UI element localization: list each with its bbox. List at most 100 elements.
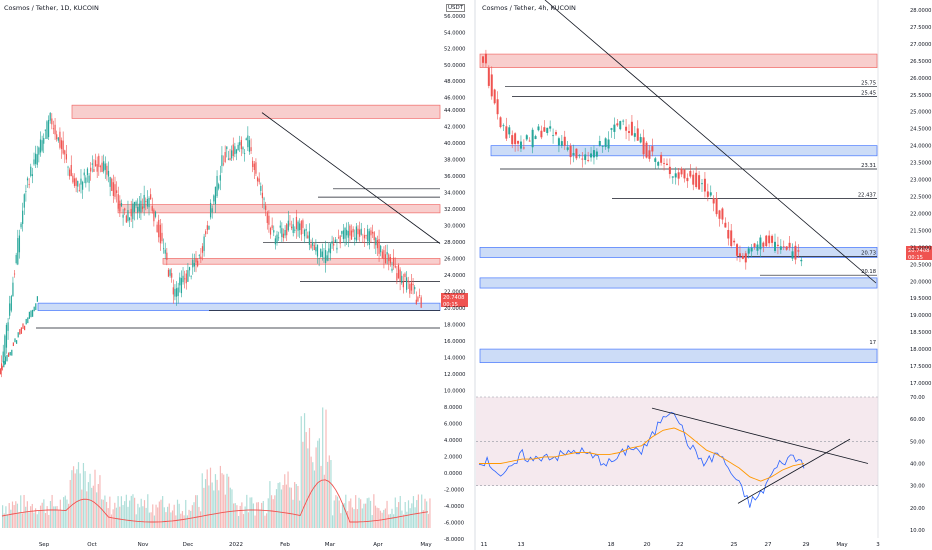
volume-bar: [61, 510, 63, 528]
volume-bar: [92, 485, 94, 528]
volume-bar: [163, 507, 165, 528]
candle-body: [172, 287, 174, 295]
candle-body: [381, 251, 383, 259]
candle-body: [300, 221, 302, 235]
volume-bar: [328, 455, 330, 528]
volume-bar: [63, 497, 65, 528]
right-price-tick-label: 23.5000: [910, 161, 931, 167]
right-price-tick-label: 28.0000: [910, 8, 931, 14]
candle-body: [77, 180, 79, 187]
candle-body: [85, 177, 87, 184]
candle-body: [386, 252, 388, 255]
candle-body: [5, 324, 8, 348]
candle-body: [33, 306, 35, 312]
volume-bar: [320, 465, 322, 528]
volume-bar: [173, 504, 175, 528]
candle-body: [166, 252, 168, 261]
volume-bar: [190, 510, 192, 528]
volume-bar: [112, 509, 114, 528]
candle-body: [295, 216, 298, 230]
candle-body: [27, 317, 29, 324]
candle-body: [534, 136, 537, 139]
candle-body: [328, 248, 330, 253]
rsi-tick-label: 10.00: [910, 528, 925, 534]
volume-bar: [148, 512, 151, 528]
candle-body: [619, 121, 622, 130]
candle-body: [543, 127, 546, 132]
candle-body: [180, 278, 183, 294]
candles-right: [482, 49, 803, 270]
price-tick-label: 6.0000: [444, 422, 462, 428]
candle-body: [297, 221, 299, 231]
candle-body: [232, 144, 234, 157]
axes: 44.000042.000040.000038.000036.000034.00…: [39, 0, 931, 550]
time-tick-label: May: [836, 542, 848, 548]
candle-body: [49, 113, 51, 121]
candle-body: [13, 273, 16, 275]
volume-bar: [142, 506, 144, 528]
candle-body: [133, 201, 136, 212]
volume-bar: [287, 471, 289, 528]
candle-body: [604, 138, 607, 148]
right-chart[interactable]: 25.75 25.45 23.31 22.437 20.73 20.18 17 20.7408…: [476, 0, 932, 508]
right-price-tick-label: 25.0000: [910, 110, 931, 116]
volume-bar: [366, 498, 368, 528]
volume-bar: [402, 514, 405, 528]
volume-bar: [138, 507, 141, 528]
price-tick-label: 22.0000: [444, 290, 465, 296]
candle-body: [316, 244, 319, 257]
price-tick-label: 8.0000: [444, 405, 462, 411]
candle-body: [253, 163, 255, 171]
volume-bar: [332, 515, 334, 528]
candle-body: [613, 124, 616, 132]
candle-body: [122, 214, 124, 218]
candle-body: [581, 158, 584, 160]
candle-body: [788, 242, 791, 248]
volume-bar: [191, 505, 193, 528]
candle-body: [4, 356, 6, 365]
candle-body: [39, 139, 42, 153]
volume-bar: [388, 514, 390, 528]
candle-body: [555, 132, 557, 135]
price-tick-label: 38.0000: [444, 158, 465, 164]
candle-body: [148, 197, 150, 208]
price-tick-label: 34.0000: [444, 191, 465, 197]
candle-body: [325, 250, 327, 263]
volume-bar: [77, 462, 80, 528]
candle-body: [376, 240, 379, 249]
candle-body: [269, 227, 272, 235]
volume-bar: [264, 515, 266, 528]
volume-bar: [272, 499, 274, 528]
candle-body: [11, 349, 13, 356]
candle-body: [774, 241, 776, 251]
right-price-tick-label: 23.0000: [910, 178, 931, 184]
candle-body: [404, 273, 406, 278]
candle-body: [616, 123, 619, 126]
candle-body: [388, 254, 390, 262]
volume-bar: [401, 510, 403, 528]
right-price-tick-label: 26.5000: [910, 59, 931, 65]
volume-bar: [31, 503, 33, 528]
volume-bar: [204, 479, 207, 528]
volume-bar: [91, 487, 93, 528]
candle-body: [592, 150, 595, 158]
volume-bar: [308, 427, 311, 528]
candle-body: [797, 250, 800, 252]
price-tick-label: 44.0000: [444, 108, 465, 114]
candle-body: [171, 273, 173, 278]
volume-bar: [96, 492, 98, 528]
volume-bar: [20, 495, 22, 528]
candle-body: [668, 166, 671, 175]
candle-body: [65, 154, 67, 160]
candle-body: [98, 155, 100, 167]
candle-body: [290, 226, 293, 229]
left-price-tick-label: 48.0000: [444, 79, 465, 85]
candle-body: [674, 173, 677, 178]
volume-bar: [206, 469, 208, 528]
candle-body: [365, 234, 367, 236]
volume-bar: [155, 504, 157, 528]
candle-body: [19, 329, 21, 335]
volume-bar: [120, 496, 122, 528]
